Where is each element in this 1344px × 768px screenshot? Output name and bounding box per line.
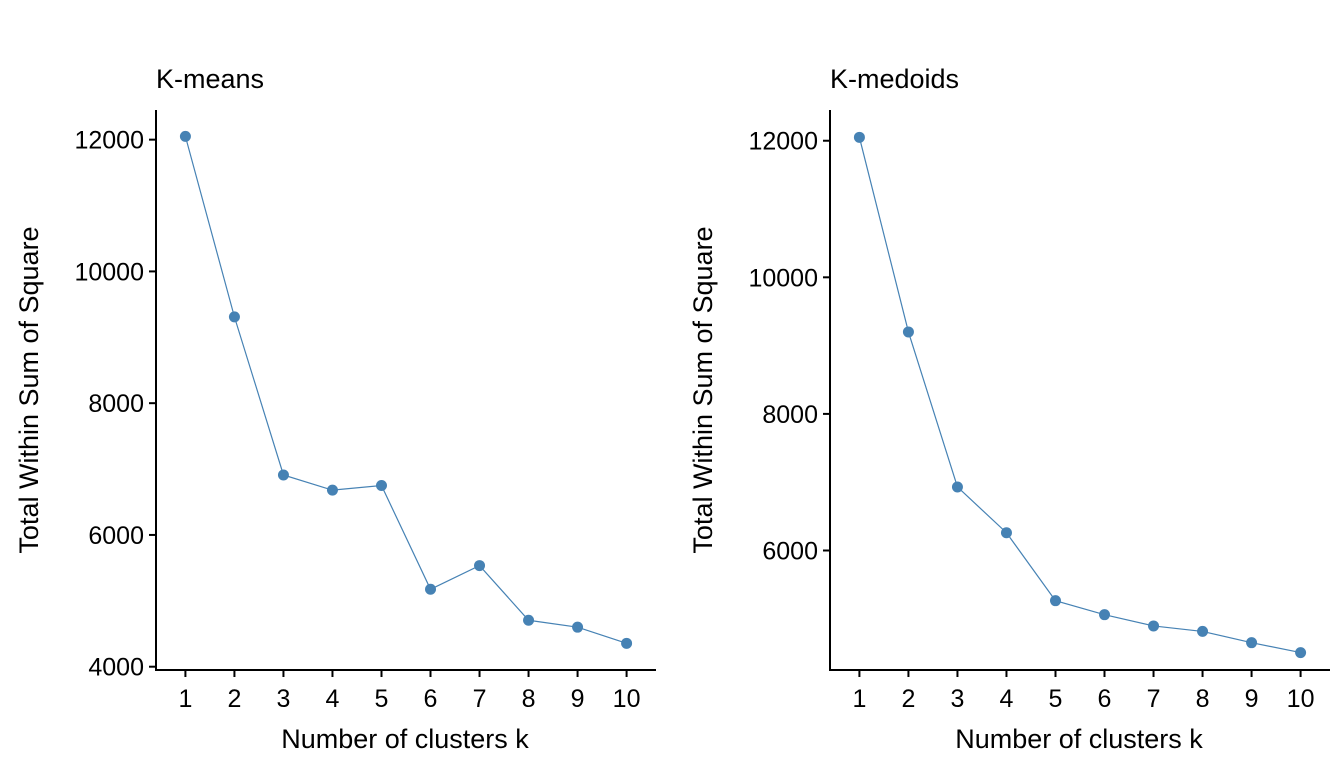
kmeans-y-axis-label: Total Within Sum of Square (14, 226, 44, 553)
kmeans-x-tick-label: 6 (424, 685, 438, 713)
kmeans-x-tick-label: 5 (375, 685, 389, 713)
kmedoids-panel: K-medoids Total Within Sum of Square Num… (688, 64, 1330, 754)
kmedoids-x-tick-label: 6 (1098, 685, 1112, 713)
kmedoids-data-point (951, 481, 963, 493)
kmedoids-series-line (858, 137, 1301, 654)
kmeans-data-point (425, 583, 437, 595)
kmedoids-y-tick-label: 10000 (748, 264, 818, 292)
kmeans-data-point (375, 480, 387, 492)
kmeans-title: K-means (156, 64, 264, 94)
kmeans-data-point (474, 560, 486, 572)
kmedoids-y-tick-label: 6000 (762, 537, 818, 565)
kmeans-panel: K-means Total Within Sum of Square Numbe… (14, 64, 656, 754)
kmeans-x-axis-label: Number of clusters k (281, 724, 529, 754)
kmedoids-x-tick-label: 2 (901, 685, 915, 713)
kmedoids-plot-area: 6000 8000 10000 12000 1 2 3 4 5 6 7 8 9 10 (748, 110, 1330, 713)
kmeans-y-tick-label: 8000 (88, 390, 144, 418)
kmedoids-y-tick-label: 8000 (762, 401, 818, 429)
kmedoids-title: K-medoids (830, 64, 959, 94)
kmedoids-y-axis-label: Total Within Sum of Square (688, 226, 718, 553)
kmedoids-x-tick-label: 7 (1147, 685, 1161, 713)
kmedoids-data-point (1000, 527, 1012, 539)
kmeans-y-tick-label: 12000 (74, 127, 144, 155)
kmedoids-x-tick-label: 5 (1049, 685, 1063, 713)
kmeans-x-tick-label: 9 (571, 685, 585, 713)
kmeans-data-point (228, 311, 240, 323)
kmeans-series-line (184, 136, 627, 644)
kmedoids-data-point (1099, 609, 1111, 621)
kmeans-y-tick-label: 6000 (88, 522, 144, 550)
kmedoids-data-point (1049, 595, 1061, 607)
kmeans-data-point (277, 469, 289, 481)
kmeans-x-tick-label: 1 (178, 685, 192, 713)
kmedoids-x-tick-label: 10 (1287, 685, 1315, 713)
kmedoids-x-tick-label: 8 (1196, 685, 1210, 713)
kmedoids-x-tick-label: 1 (852, 685, 866, 713)
kmedoids-data-point (1246, 637, 1258, 649)
kmedoids-data-point (1148, 620, 1160, 632)
kmeans-y-tick-label: 10000 (74, 258, 144, 286)
kmeans-data-point (523, 614, 535, 626)
kmedoids-x-tick-label: 3 (950, 685, 964, 713)
kmeans-data-point (572, 621, 584, 633)
kmeans-x-tick-label: 3 (276, 685, 290, 713)
kmeans-x-tick-label: 8 (522, 685, 536, 713)
kmedoids-x-axis-label: Number of clusters k (955, 724, 1203, 754)
kmeans-data-point (179, 130, 191, 142)
kmedoids-x-tick-label: 4 (1000, 685, 1014, 713)
kmeans-x-tick-label: 10 (613, 685, 641, 713)
kmedoids-y-tick-label: 12000 (748, 128, 818, 156)
kmeans-data-point (621, 637, 633, 649)
kmeans-y-tick-label: 4000 (88, 654, 144, 682)
kmeans-x-tick-label: 7 (473, 685, 487, 713)
kmeans-x-tick-label: 2 (227, 685, 241, 713)
kmeans-x-tick-label: 4 (326, 685, 340, 713)
kmedoids-data-point (1197, 625, 1209, 637)
kmeans-plot-area: 4000 6000 8000 10000 12000 1 2 3 4 5 6 7 8 9 10 (74, 110, 656, 713)
kmeans-data-point (326, 484, 338, 496)
kmedoids-data-point (853, 131, 865, 143)
kmedoids-data-point (902, 326, 914, 338)
kmedoids-data-point (1295, 647, 1307, 659)
kmedoids-x-tick-label: 9 (1245, 685, 1259, 713)
